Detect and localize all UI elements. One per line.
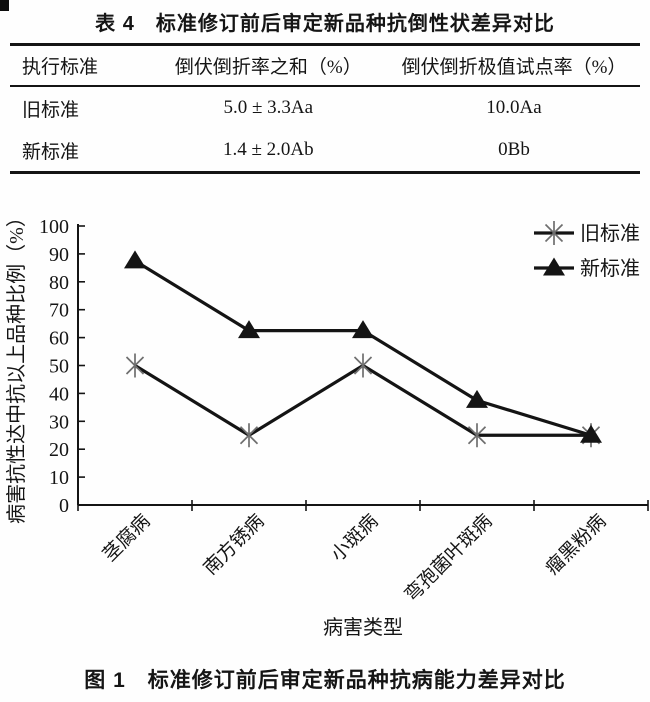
triangle-marker-icon: [124, 250, 146, 269]
cell-extreme-rate: 10.0Aa: [486, 97, 542, 118]
y-tick-label: 10: [49, 467, 69, 489]
legend-item: 旧标准: [534, 221, 640, 245]
resistance-table: 执行标准 倒伏倒折率之和（%） 倒伏倒折极值试点率（%） 旧标准 5.0 ± 3…: [10, 43, 640, 174]
legend-item: 新标准: [534, 257, 640, 280]
col-header-lodging-extreme-rate: 倒伏倒折极值试点率（%）: [401, 57, 627, 78]
y-tick-label: 70: [49, 300, 69, 322]
figure-caption: 图 1 标准修订前后审定新品种抗病能力差异对比: [84, 669, 566, 692]
col-header-lodging-sum-rate: 倒伏倒折率之和（%）: [174, 57, 362, 78]
legend-label: 新标准: [580, 257, 640, 280]
asterisk-marker-icon: [239, 423, 259, 448]
row-label: 旧标准: [22, 99, 80, 121]
y-tick-label: 40: [49, 383, 69, 405]
x-axis-title: 病害类型: [323, 616, 403, 639]
triangle-marker-icon: [580, 424, 602, 443]
asterisk-marker-icon: [353, 353, 373, 378]
triangle-marker-icon: [543, 257, 565, 276]
triangle-marker-icon: [466, 389, 488, 408]
cell-extreme-rate: 0Bb: [498, 139, 530, 160]
x-tick-label: 茎腐病: [99, 510, 155, 566]
table-header-row: 执行标准 倒伏倒折率之和（%） 倒伏倒折极值试点率（%）: [10, 44, 640, 86]
scan-artifact-mark: [0, 0, 9, 11]
y-axis-title: 病害抗性达中抗以上品种比例（%）: [5, 207, 28, 524]
table-row-new-standard: 新标准 1.4 ± 2.0Ab 0Bb: [10, 129, 640, 173]
x-tick-label: 瘤黑粉病: [541, 510, 610, 579]
asterisk-marker-icon: [467, 423, 487, 448]
triangle-marker-icon: [238, 320, 260, 339]
y-tick-label: 30: [49, 411, 69, 433]
asterisk-marker-icon: [544, 221, 564, 245]
table-4-block: 表 4 标准修订前后审定新品种抗倒性状差异对比 执行标准 倒伏倒折率之和（%） …: [10, 12, 640, 174]
y-tick-label: 20: [49, 439, 69, 461]
line-chart: 0 10 20 30 40 50 60 70 80 90 100 茎腐病 南方锈病 小斑病 弯孢菌叶斑病 瘤黑…: [5, 207, 649, 639]
cell-sum-rate: 5.0 ± 3.3Aa: [223, 97, 314, 118]
table-row-old-standard: 旧标准 5.0 ± 3.3Aa 10.0Aa: [10, 86, 640, 129]
asterisk-marker-icon: [125, 353, 145, 378]
y-tick-label: 60: [49, 328, 69, 350]
x-tick-label: 南方锈病: [199, 510, 268, 579]
triangle-marker-icon: [352, 320, 374, 339]
x-tick-label: 弯孢菌叶斑病: [400, 510, 496, 606]
cell-sum-rate: 1.4 ± 2.0Ab: [222, 139, 314, 160]
y-tick-label: 80: [49, 272, 69, 294]
y-tick-label: 90: [49, 244, 69, 266]
col-header-standard: 执行标准: [22, 57, 99, 78]
row-label: 新标准: [22, 141, 80, 163]
legend-label: 旧标准: [580, 222, 640, 245]
table-title: 表 4 标准修订前后审定新品种抗倒性状差异对比: [95, 13, 555, 35]
y-tick-label: 100: [39, 216, 69, 238]
x-tick-label: 小斑病: [327, 510, 383, 566]
y-tick-label: 50: [49, 356, 69, 378]
y-tick-label: 0: [59, 495, 69, 517]
